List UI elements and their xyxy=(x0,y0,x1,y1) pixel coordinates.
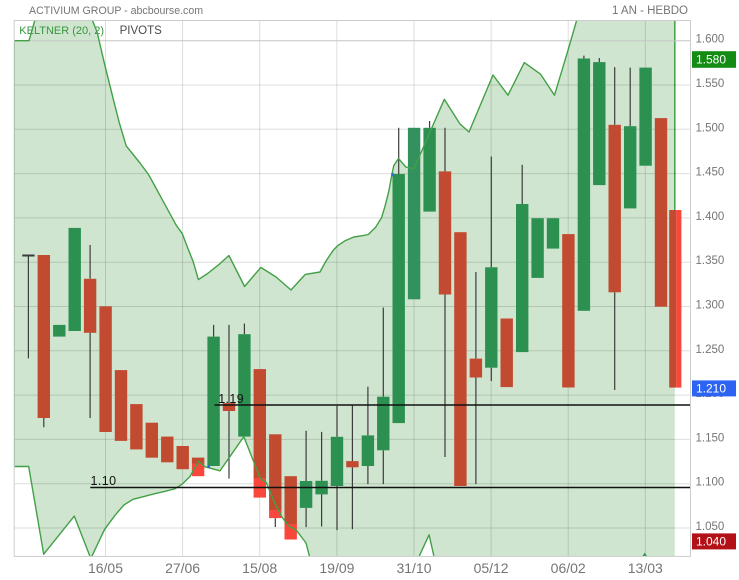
svg-text:1 AN - HEBDO: 1 AN - HEBDO xyxy=(612,5,688,17)
svg-text:1.250: 1.250 xyxy=(696,344,725,356)
svg-text:KELTNER (20, 2): KELTNER (20, 2) xyxy=(19,25,104,37)
svg-text:1.550: 1.550 xyxy=(696,78,725,90)
svg-text:1.600: 1.600 xyxy=(696,34,725,46)
svg-text:1.050: 1.050 xyxy=(696,521,725,533)
svg-text:13/03: 13/03 xyxy=(628,560,663,576)
svg-text:1.580: 1.580 xyxy=(696,53,726,67)
svg-text:31/10: 31/10 xyxy=(396,560,431,576)
svg-text:ACTIVIUM GROUP - abcbourse.com: ACTIVIUM GROUP - abcbourse.com xyxy=(29,5,203,17)
svg-text:16/05: 16/05 xyxy=(88,560,123,576)
svg-text:1.450: 1.450 xyxy=(696,167,725,179)
svg-text:1.100: 1.100 xyxy=(696,477,725,489)
svg-text:1.500: 1.500 xyxy=(696,122,725,134)
svg-text:1.040: 1.040 xyxy=(696,535,726,549)
svg-text:1.350: 1.350 xyxy=(696,255,725,267)
svg-text:1.300: 1.300 xyxy=(696,300,725,312)
svg-text:1.210: 1.210 xyxy=(696,382,726,396)
svg-text:1.400: 1.400 xyxy=(696,211,725,223)
svg-text:1.10: 1.10 xyxy=(91,474,117,488)
svg-text:05/12: 05/12 xyxy=(474,560,509,576)
svg-text:1.19: 1.19 xyxy=(218,392,244,406)
svg-text:06/02: 06/02 xyxy=(551,560,586,576)
svg-text:PIVOTS: PIVOTS xyxy=(120,25,163,37)
svg-text:15/08: 15/08 xyxy=(242,560,277,576)
svg-text:1.150: 1.150 xyxy=(696,432,725,444)
svg-text:19/09: 19/09 xyxy=(319,560,354,576)
svg-text:27/06: 27/06 xyxy=(165,560,200,576)
